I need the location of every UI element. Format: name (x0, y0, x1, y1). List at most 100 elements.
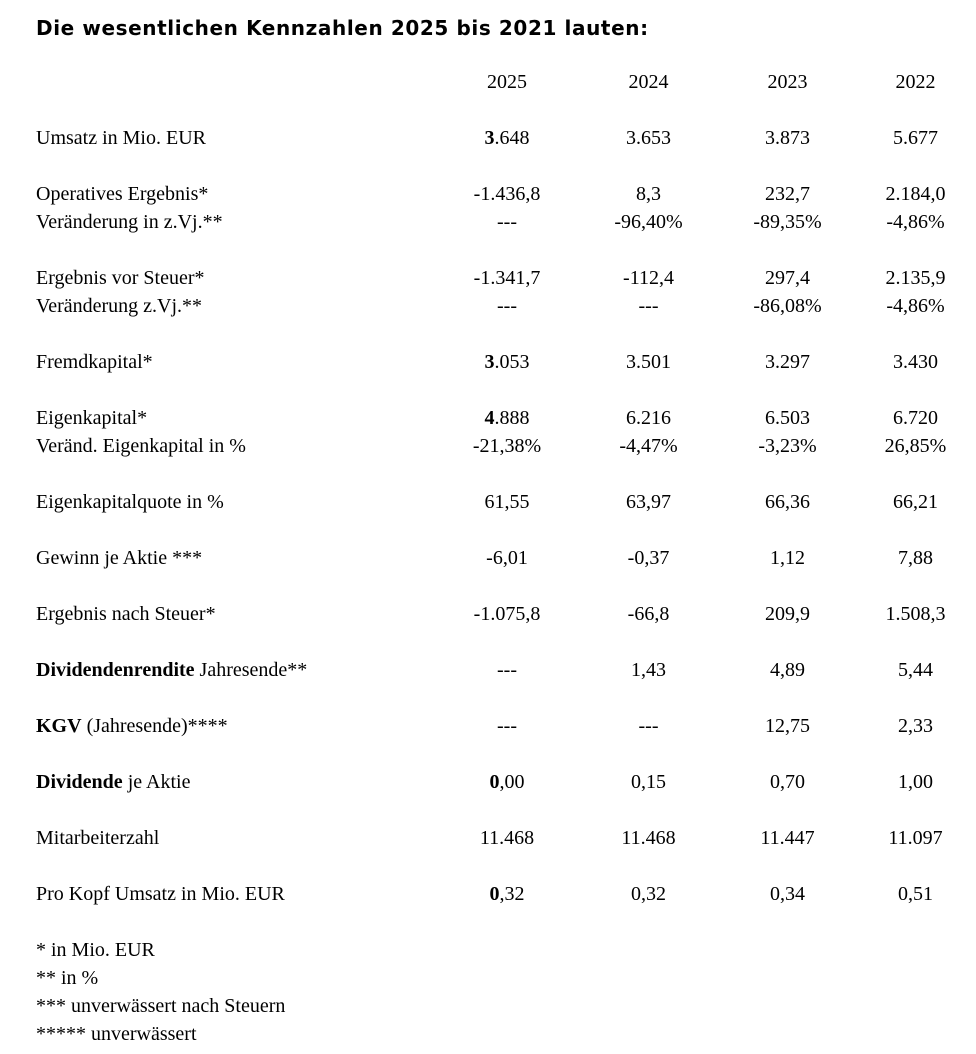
text: 1,43 (631, 659, 666, 681)
header-year-2022: 2022 (895, 71, 936, 93)
footnote: *** unverwässert nach Steuern (36, 995, 286, 1017)
cell-2025: 61,55 (437, 488, 577, 516)
page-title: Die wesentlichen Kennzahlen 2025 bis 202… (36, 16, 649, 40)
row-label: KGV (Jahresende)**** (36, 712, 437, 740)
text: 11.097 (888, 827, 943, 849)
text: 297,4 (765, 267, 810, 289)
cell-2023: 6.503 (720, 404, 855, 432)
table-row: Dividende je Aktie 0,00 0,15 0,70 1,00 (36, 768, 976, 796)
text: --- (638, 295, 659, 317)
text: 3.501 (626, 351, 671, 373)
text: 232,7 (765, 183, 810, 205)
cell-2024: -96,40% (577, 208, 720, 236)
text: 2.135,9 (885, 267, 946, 289)
text: -112,4 (623, 267, 674, 289)
table-row-group: Eigenkapital* 4.888 6.216 6.503 6.720 Veränd.… (36, 404, 976, 460)
text: .648 (494, 127, 530, 149)
cell-2023: 1,12 (720, 544, 855, 572)
text: -1.436,8 (473, 183, 541, 205)
text: -6,01 (486, 547, 528, 569)
table-row: Ergebnis nach Steuer* -1.075,8 -66,8 209,9 1… (36, 600, 976, 628)
cell-2023: 0,70 (720, 768, 855, 796)
cell-2024: 8,3 (577, 180, 720, 208)
cell-2025: --- (437, 208, 577, 236)
text: Operatives Ergebnis* (36, 183, 209, 205)
row-label: Veränderung in z.Vj.** (36, 208, 437, 236)
table-row-group: Pro Kopf Umsatz in Mio. EUR 0,32 0,32 0,34 0… (36, 880, 976, 908)
table-row: Veränderung z.Vj.** --- --- -86,08% -4,86% (36, 292, 976, 320)
table-row-group: Eigenkapitalquote in % 61,55 63,97 66,36 66,… (36, 488, 976, 516)
text: .888 (494, 407, 530, 429)
cell-2022: 5,44 (855, 656, 976, 684)
text: -1.341,7 (473, 267, 541, 289)
cell-2023: 11.447 (720, 824, 855, 852)
kennzahlen-table: 2025 2024 2023 2022 Umsatz in Mio. EUR 3.… (36, 68, 976, 908)
cell-2024: 11.468 (577, 824, 720, 852)
table-row: Veränderung in z.Vj.** --- -96,40% -89,35% -… (36, 208, 976, 236)
text: --- (497, 295, 517, 317)
table-header-row: 2025 2024 2023 2022 (36, 68, 976, 96)
text: 11.468 (479, 827, 535, 849)
table-row: Eigenkapital* 4.888 6.216 6.503 6.720 (36, 404, 976, 432)
row-label: Dividendenrendite Jahresende** (36, 656, 437, 684)
cell-2023: 297,4 (720, 264, 855, 292)
cell-2023: 4,89 (720, 656, 855, 684)
text: Ergebnis vor Steuer* (36, 267, 205, 289)
text: 209,9 (765, 603, 810, 625)
cell-2024: 63,97 (577, 488, 720, 516)
header-year-2023: 2023 (767, 71, 808, 93)
cell-2025: -1.436,8 (437, 180, 577, 208)
text: Jahresende** (194, 659, 308, 681)
cell-2022: 0,51 (855, 880, 976, 908)
text: 3.430 (893, 351, 938, 373)
table-row-group: Ergebnis vor Steuer* -1.341,7 -112,4 297,4 2… (36, 264, 976, 320)
cell-2024: 3.501 (577, 348, 720, 376)
text: --- (638, 715, 659, 737)
row-label: Umsatz in Mio. EUR (36, 124, 437, 152)
text: 11.468 (621, 827, 676, 849)
text: -96,40% (614, 211, 683, 233)
text: Eigenkapital* (36, 407, 148, 429)
cell-2025: -1.075,8 (437, 600, 577, 628)
cell-2023: 3.297 (720, 348, 855, 376)
text: 12,75 (765, 715, 810, 737)
text: 1,12 (770, 547, 805, 569)
text: 63,97 (626, 491, 671, 513)
text: Mitarbeiterzahl (36, 827, 160, 849)
cell-2022: 2.184,0 (855, 180, 976, 208)
text: je Aktie (122, 771, 191, 793)
text: 26,85% (884, 435, 947, 457)
cell-2025: 4.888 (437, 404, 577, 432)
text: 61,55 (484, 491, 530, 513)
cell-2025: -1.341,7 (437, 264, 577, 292)
cell-2025: --- (437, 712, 577, 740)
text: 5.677 (893, 127, 938, 149)
footnote: * in Mio. EUR (36, 939, 155, 961)
text: -0,37 (627, 547, 670, 569)
cell-2024: -0,37 (577, 544, 720, 572)
bold-text: 0 (489, 883, 500, 905)
cell-2022: 26,85% (855, 432, 976, 460)
text: Ergebnis nach Steuer* (36, 603, 216, 625)
bold-text: Dividendenrendite (36, 659, 195, 681)
row-label: Eigenkapital* (36, 404, 437, 432)
cell-2022: 1,00 (855, 768, 976, 796)
row-label: Ergebnis nach Steuer* (36, 600, 437, 628)
cell-2024: -112,4 (577, 264, 720, 292)
cell-2024: --- (577, 292, 720, 320)
text: --- (497, 715, 517, 737)
row-label: Veränd. Eigenkapital in % (36, 432, 437, 460)
row-label: Ergebnis vor Steuer* (36, 264, 437, 292)
text: 0,51 (898, 883, 933, 905)
header-year-2025: 2025 (487, 71, 527, 93)
cell-2023: -89,35% (720, 208, 855, 236)
cell-2022: -4,86% (855, 292, 976, 320)
text: 4,89 (770, 659, 805, 681)
cell-2025: --- (437, 656, 577, 684)
text: -1.075,8 (473, 603, 541, 625)
cell-2023: 66,36 (720, 488, 855, 516)
text: 8,3 (636, 183, 661, 205)
cell-2025: -6,01 (437, 544, 577, 572)
text: -89,35% (753, 211, 822, 233)
table-row: Fremdkapital* 3.053 3.501 3.297 3.430 (36, 348, 976, 376)
